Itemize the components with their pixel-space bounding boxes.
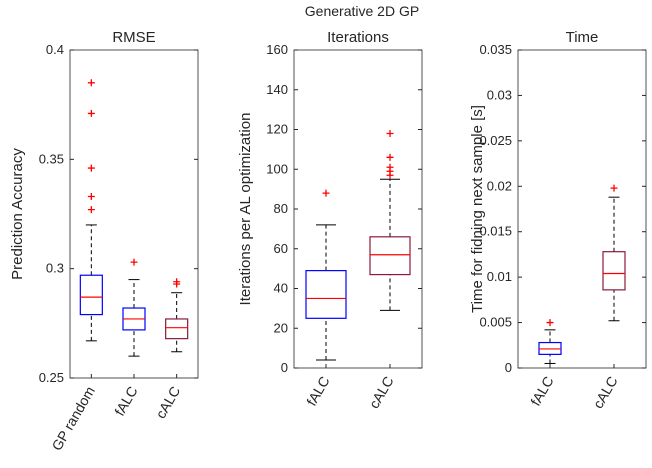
y-tick-label: 0.4 — [46, 42, 64, 57]
y-tick-label: 160 — [266, 42, 288, 57]
x-tick-label: cALC — [366, 374, 397, 412]
box — [369, 236, 411, 276]
x-tick-label: cALC — [590, 374, 621, 412]
outlier — [87, 206, 95, 214]
outlier — [173, 280, 181, 288]
y-tick-label: 0.005 — [479, 315, 512, 330]
figure-title: Generative 2D GP — [305, 3, 419, 19]
y-tick-label: 40 — [274, 281, 288, 296]
outlier — [610, 184, 618, 192]
outlier — [87, 79, 95, 87]
y-tick-label: 0 — [281, 360, 288, 375]
y-tick-label: 0.35 — [39, 151, 64, 166]
outlier — [386, 129, 394, 137]
box — [305, 270, 347, 319]
y-tick-label: 0.01 — [487, 269, 512, 284]
outlier — [87, 164, 95, 172]
x-tick-label: fALC — [111, 384, 140, 419]
y-axis-label: Time for fidning next sample [s] — [469, 105, 486, 313]
box — [79, 274, 103, 316]
subplot-title: RMSE — [112, 29, 155, 46]
y-tick-label: 60 — [274, 241, 288, 256]
y-tick-label: 0.03 — [487, 87, 512, 102]
y-tick-label: 0.035 — [479, 42, 512, 57]
y-tick-label: 80 — [274, 201, 288, 216]
subplot-title: Time — [566, 29, 599, 46]
outlier — [87, 193, 95, 201]
y-tick-label: 100 — [266, 161, 288, 176]
outlier — [386, 153, 394, 161]
axes-box — [517, 49, 647, 369]
y-axis-label: Prediction Accuracy — [9, 148, 26, 280]
y-tick-label: 0.02 — [487, 178, 512, 193]
outlier — [130, 258, 138, 266]
y-axis-label: Iterations per AL optimization — [237, 113, 254, 306]
subplot-title: Iterations — [327, 29, 389, 46]
outlier — [87, 109, 95, 117]
axes-box — [69, 49, 199, 379]
x-tick-label: GP random — [48, 384, 98, 454]
y-tick-label: 0 — [505, 360, 512, 375]
y-tick-label: 20 — [274, 320, 288, 335]
x-tick-label: fALC — [527, 374, 556, 409]
y-tick-label: 0.3 — [46, 261, 64, 276]
box — [602, 251, 626, 291]
outlier — [546, 319, 554, 327]
x-tick-label: cALC — [152, 384, 183, 422]
outlier — [386, 163, 394, 171]
y-tick-label: 0.025 — [479, 133, 512, 148]
y-tick-label: 120 — [266, 122, 288, 137]
x-tick-label: fALC — [303, 374, 332, 409]
axes-box — [293, 49, 423, 369]
y-tick-label: 0.015 — [479, 224, 512, 239]
y-tick-label: 140 — [266, 82, 288, 97]
y-tick-label: 0.25 — [39, 370, 64, 385]
outlier — [322, 189, 330, 197]
box — [165, 318, 189, 340]
